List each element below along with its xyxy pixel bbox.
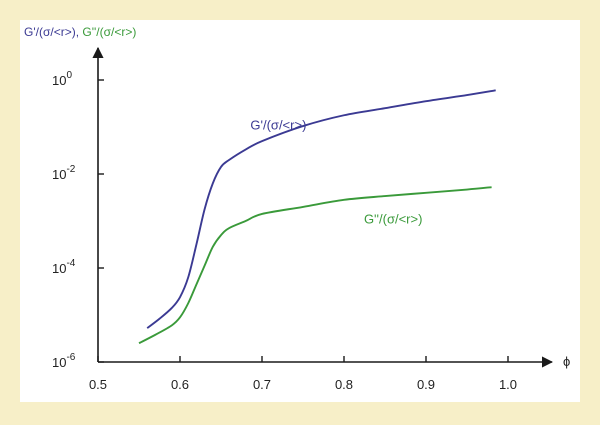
series-line-g-double-prime <box>138 186 492 345</box>
y-tick-label: 10-6 <box>52 352 76 370</box>
y-axis-label-part: , <box>76 25 83 39</box>
y-axis-label: G'/(σ/<r>), G''/(σ/<r>) <box>24 25 136 39</box>
y-ticks: 10-6 10-4 10-2 100 <box>52 70 104 370</box>
curve-annotation: G'/(σ/<r>) <box>250 117 306 132</box>
annotations-group: G'/(σ/<r>) G''/(σ/<r>) <box>250 117 422 226</box>
x-axis-label: ϕ <box>563 354 570 369</box>
y-axis-label-part: G''/(σ/<r>) <box>82 25 136 39</box>
x-tick-label: 0.7 <box>253 377 271 392</box>
x-tick-label: 0.9 <box>417 377 435 392</box>
chart-panel: G'/(σ/<r>), G''/(σ/<r>) ϕ 0.5 0.6 0.7 0.8 0.… <box>20 20 580 402</box>
x-tick-label: 0.6 <box>171 377 189 392</box>
y-tick-label: 100 <box>52 70 72 88</box>
chart-svg: G'/(σ/<r>), G''/(σ/<r>) ϕ 0.5 0.6 0.7 0.8 0.… <box>24 25 570 392</box>
curve-annotation: G''/(σ/<r>) <box>364 211 423 226</box>
x-tick-label: 0.8 <box>335 377 353 392</box>
series-line-g-prime <box>146 89 496 329</box>
x-tick-label: 0.5 <box>89 377 107 392</box>
series-group <box>138 89 496 345</box>
y-axis-label-part: G'/(σ/<r>) <box>24 25 76 39</box>
y-tick-label: 10-2 <box>52 164 76 182</box>
x-tick-label: 1.0 <box>499 377 517 392</box>
x-ticks: 0.5 0.6 0.7 0.8 0.9 1.0 <box>89 356 517 392</box>
y-tick-label: 10-4 <box>52 258 76 276</box>
